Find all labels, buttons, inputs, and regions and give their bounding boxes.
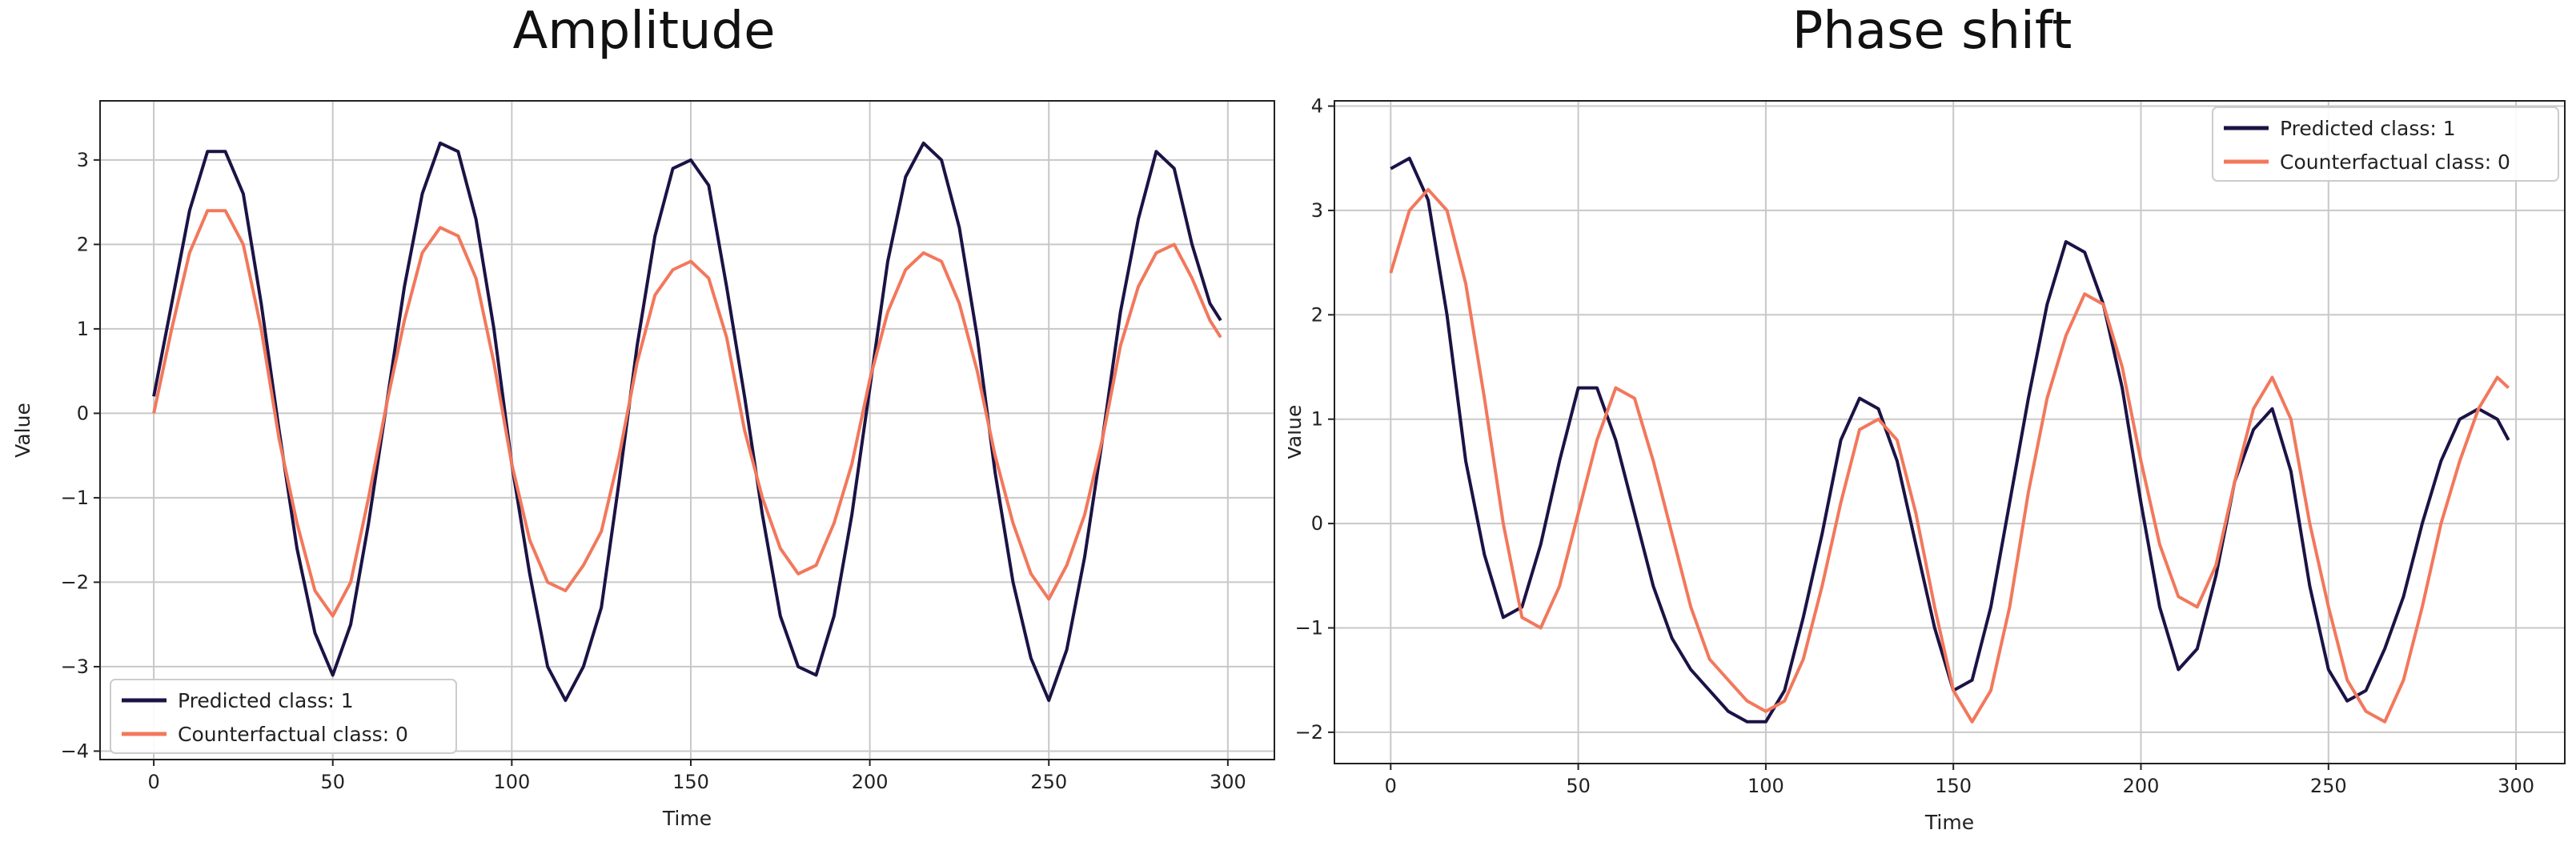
x-tick-label: 200 [852,771,889,793]
y-tick-label: 3 [1311,199,1323,222]
legend-label: Predicted class: 1 [178,689,354,712]
x-tick-label: 200 [2123,775,2160,797]
amplitude-chart: 0 50 100 150 200 250 300 −4 −3 −2 −1 0 1 2 3 Time Value P… [11,100,1275,830]
y-tick-label: −4 [61,740,89,762]
x-tick-label: 150 [1935,775,1972,797]
chart-title: Amplitude [512,2,776,61]
x-tick-label: 50 [1566,775,1591,797]
y-tick-label: 1 [1311,408,1323,431]
y-axis-label: Value [1288,405,1306,460]
x-axis-label: Time [662,807,712,830]
y-tick-label: 2 [1311,303,1323,326]
series-line-predicted [152,141,1222,703]
x-axis-label: Time [1924,811,1974,834]
x-tick-label: 50 [320,771,345,793]
y-tick-label: −1 [61,487,89,509]
legend-label: Counterfactual class: 0 [2280,150,2510,174]
y-tick-label: 0 [77,402,89,424]
y-tick-label: 2 [77,233,89,255]
y-tick-label: 1 [77,318,89,340]
series-line-counterfactual [152,209,1222,618]
plot-frame [99,100,1275,760]
x-tick-label: 0 [147,771,159,793]
series-line-counterfactual [1389,187,2510,724]
y-tick-label: 4 [1311,95,1323,118]
series-line-predicted [1390,156,2510,724]
y-tick-label: 3 [77,149,89,171]
plot-frame [1334,100,2566,764]
x-tick-label: 150 [672,771,709,793]
x-tick-label: 250 [2310,775,2347,797]
legend-box [110,679,457,754]
y-tick-label: −2 [1295,721,1323,744]
y-tick-label: 0 [1311,512,1323,535]
x-tick-label: 100 [1747,775,1784,797]
legend-label: Counterfactual class: 0 [178,723,408,746]
phase-shift-chart: 0 50 100 150 200 250 300 −2 −1 0 1 2 3 4 Time Value Pred… [1288,95,2566,834]
x-tick-label: 300 [1210,771,1246,793]
chart-panel-amplitude: Amplitude 0 50 100 150 200 250 300 −4 −3 −2 −1 0 1 2 3… [11,2,1275,830]
y-tick-label: −3 [61,656,89,678]
chart-panel-phase-shift: Phase shift 0 50 100 150 200 250 300 −2 −1 0 1 2 3 4 T… [1288,0,2576,850]
legend-box [2212,106,2559,182]
x-tick-label: 0 [1385,775,1397,797]
chart-title: Phase shift [1792,2,2072,61]
x-tick-label: 250 [1030,771,1067,793]
legend-label: Predicted class: 1 [2280,117,2456,140]
x-tick-label: 300 [2498,775,2534,797]
y-tick-label: −1 [1295,616,1323,639]
y-tick-label: −2 [61,571,89,593]
y-axis-label: Value [11,403,34,458]
x-tick-label: 100 [493,771,530,793]
